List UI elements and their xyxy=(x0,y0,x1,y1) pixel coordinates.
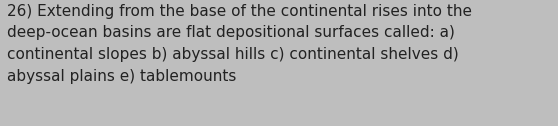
Text: 26) Extending from the base of the continental rises into the
deep-ocean basins : 26) Extending from the base of the conti… xyxy=(7,4,472,84)
